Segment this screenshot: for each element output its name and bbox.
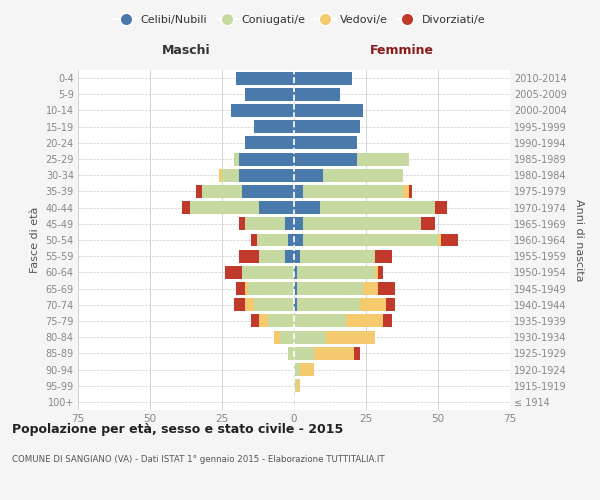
Bar: [320, 201, 435, 214]
Bar: [233, 152, 239, 166]
Bar: [239, 169, 294, 181]
Bar: [323, 169, 403, 181]
Bar: [239, 250, 259, 262]
Legend: Celibi/Nubili, Coniugati/e, Vedovi/e, Divorziati/e: Celibi/Nubili, Coniugati/e, Vedovi/e, Di…: [110, 10, 490, 29]
Bar: [294, 88, 340, 101]
Bar: [288, 347, 294, 360]
Bar: [245, 282, 248, 295]
Bar: [233, 298, 245, 311]
Bar: [294, 330, 326, 344]
Bar: [294, 363, 300, 376]
Bar: [294, 266, 297, 279]
Bar: [230, 104, 294, 117]
Bar: [219, 169, 222, 181]
Y-axis label: Fasce di età: Fasce di età: [30, 207, 40, 273]
Bar: [435, 201, 446, 214]
Bar: [190, 201, 259, 214]
Bar: [248, 282, 294, 295]
Bar: [383, 314, 392, 328]
Bar: [251, 314, 259, 328]
Bar: [245, 218, 286, 230]
Bar: [245, 298, 254, 311]
Y-axis label: Anni di nascita: Anni di nascita: [574, 198, 584, 281]
Bar: [438, 234, 441, 246]
Bar: [236, 72, 294, 85]
Bar: [294, 136, 358, 149]
Bar: [294, 169, 323, 181]
Bar: [268, 314, 294, 328]
Bar: [245, 88, 294, 101]
Bar: [374, 250, 392, 262]
Bar: [360, 298, 386, 311]
Bar: [286, 250, 294, 262]
Bar: [297, 282, 363, 295]
Bar: [245, 136, 294, 149]
Bar: [259, 201, 294, 214]
Bar: [300, 250, 374, 262]
Bar: [326, 330, 374, 344]
Bar: [421, 218, 435, 230]
Bar: [294, 72, 352, 85]
Bar: [280, 330, 294, 344]
Bar: [294, 104, 363, 117]
Bar: [254, 120, 294, 133]
Bar: [297, 379, 300, 392]
Bar: [294, 314, 346, 328]
Text: Popolazione per età, sesso e stato civile - 2015: Popolazione per età, sesso e stato civil…: [12, 422, 343, 436]
Bar: [302, 218, 421, 230]
Bar: [314, 347, 355, 360]
Text: Maschi: Maschi: [161, 44, 211, 57]
Bar: [297, 266, 374, 279]
Bar: [239, 218, 245, 230]
Bar: [294, 234, 302, 246]
Bar: [355, 347, 360, 360]
Bar: [274, 330, 280, 344]
Bar: [259, 250, 286, 262]
Bar: [297, 298, 360, 311]
Bar: [386, 298, 395, 311]
Bar: [377, 282, 395, 295]
Bar: [254, 298, 294, 311]
Bar: [358, 152, 409, 166]
Bar: [294, 201, 320, 214]
Bar: [377, 266, 383, 279]
Bar: [196, 185, 202, 198]
Bar: [251, 234, 257, 246]
Bar: [363, 282, 377, 295]
Bar: [294, 120, 360, 133]
Bar: [302, 234, 438, 246]
Bar: [300, 363, 314, 376]
Bar: [242, 266, 294, 279]
Bar: [294, 218, 302, 230]
Bar: [222, 169, 239, 181]
Bar: [288, 234, 294, 246]
Bar: [294, 298, 297, 311]
Bar: [302, 185, 403, 198]
Bar: [294, 185, 302, 198]
Bar: [182, 201, 190, 214]
Bar: [286, 218, 294, 230]
Bar: [346, 314, 383, 328]
Text: Femmine: Femmine: [370, 44, 434, 57]
Bar: [403, 185, 409, 198]
Bar: [441, 234, 458, 246]
Bar: [242, 185, 294, 198]
Text: COMUNE DI SANGIANO (VA) - Dati ISTAT 1° gennaio 2015 - Elaborazione TUTTITALIA.I: COMUNE DI SANGIANO (VA) - Dati ISTAT 1° …: [12, 455, 385, 464]
Bar: [409, 185, 412, 198]
Bar: [202, 185, 242, 198]
Bar: [257, 234, 288, 246]
Bar: [236, 282, 245, 295]
Bar: [374, 266, 377, 279]
Bar: [294, 152, 358, 166]
Bar: [225, 266, 242, 279]
Bar: [259, 314, 268, 328]
Bar: [294, 379, 297, 392]
Bar: [239, 152, 294, 166]
Bar: [294, 347, 314, 360]
Bar: [294, 250, 300, 262]
Bar: [294, 282, 297, 295]
